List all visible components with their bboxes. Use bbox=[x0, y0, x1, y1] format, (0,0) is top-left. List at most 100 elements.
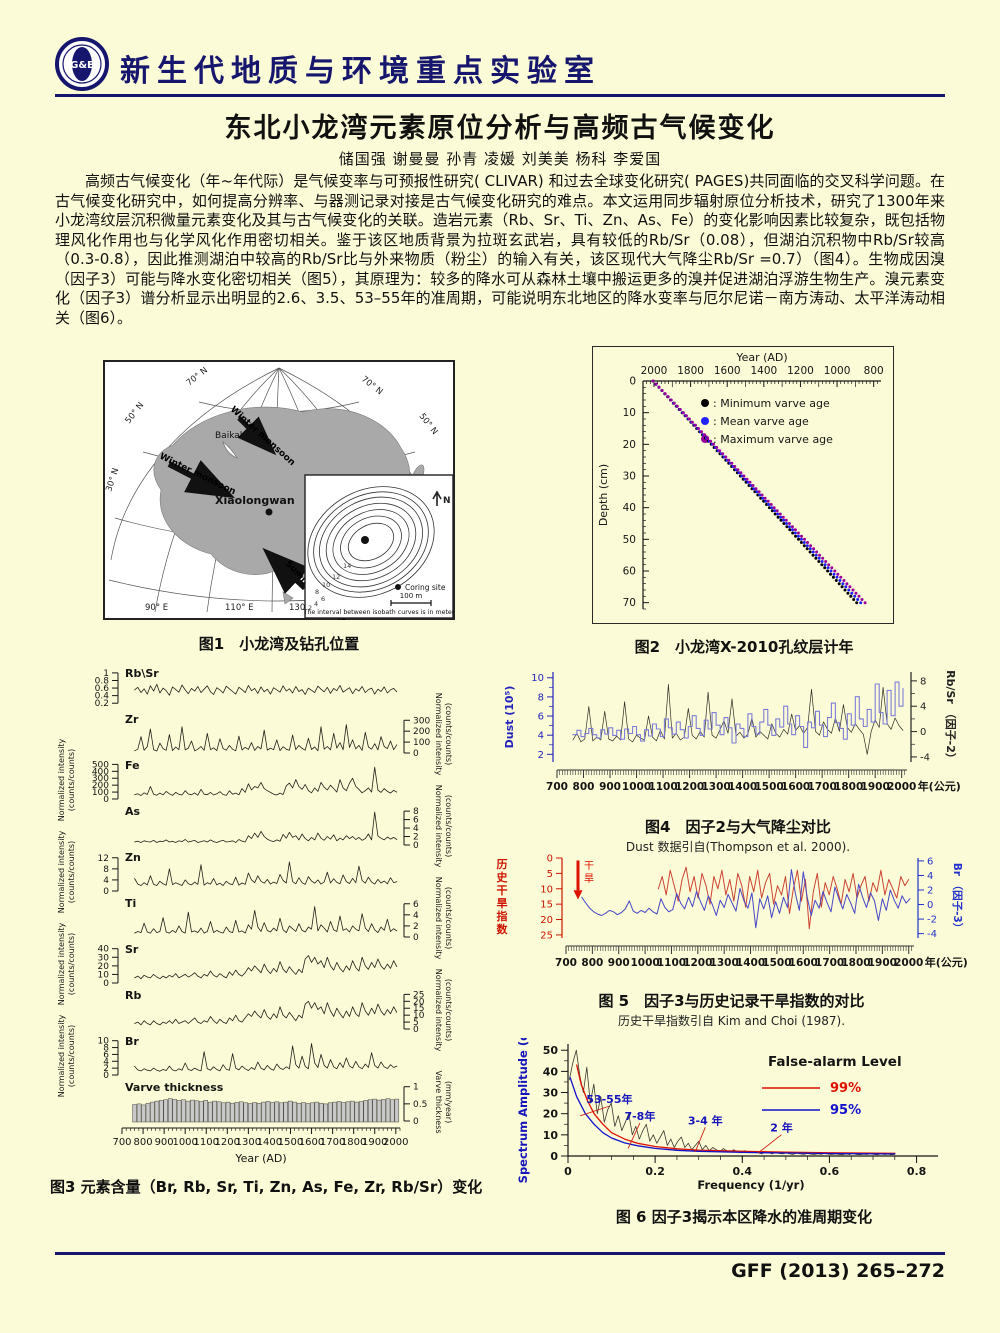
xiaolongwan-label: Xiaolongwan bbox=[215, 494, 295, 507]
fig5-caption: 图 5 因子3与历史记录干旱指数的对比 bbox=[598, 992, 865, 1010]
baikal-label: Baikal bbox=[215, 431, 242, 441]
bar bbox=[296, 1102, 302, 1123]
axis-label: 2 bbox=[927, 886, 933, 897]
figure-2-varve-age: 2000 1800 1600 1400 1200 1000 800 Year (AD) 0 10 2… bbox=[592, 346, 896, 657]
right-unit-label: Normalized intensity bbox=[434, 877, 443, 960]
data-point bbox=[788, 528, 792, 532]
data-point bbox=[782, 518, 786, 522]
tick bbox=[694, 1127, 706, 1152]
data-point bbox=[770, 509, 774, 513]
bar bbox=[287, 1100, 293, 1123]
axis-label: 4 bbox=[103, 876, 109, 886]
axis-label: 900 bbox=[599, 781, 621, 793]
axis-label: 10 bbox=[98, 970, 110, 980]
axis-label: 25 bbox=[413, 990, 424, 1000]
coring-legend-label: Coring site bbox=[405, 583, 446, 592]
poster-title: 东北小龙湾元素原位分析与高频古气候变化 bbox=[224, 113, 776, 144]
bar bbox=[230, 1102, 235, 1123]
bar bbox=[279, 1102, 284, 1123]
axis-label: 300 bbox=[92, 774, 109, 784]
axis-label: 800 bbox=[581, 957, 603, 969]
x-axis-title: Year (AD) bbox=[234, 1152, 286, 1165]
data-point bbox=[730, 461, 734, 465]
axis-label: 6 bbox=[413, 900, 419, 910]
data-point bbox=[843, 588, 847, 592]
bar bbox=[367, 1099, 373, 1123]
axis-label: 1100 bbox=[648, 781, 677, 793]
period-annotation: 2 年 bbox=[770, 1121, 792, 1135]
inset-frame bbox=[304, 474, 454, 619]
axis-label: 20 bbox=[98, 962, 110, 972]
axis-label: 1200 bbox=[215, 1137, 240, 1148]
data-point bbox=[776, 515, 780, 519]
axis-label: 6 bbox=[927, 856, 933, 867]
axis-label: 0 bbox=[413, 749, 419, 759]
bar bbox=[390, 1099, 395, 1123]
axis-label: 2000 bbox=[641, 365, 668, 377]
axis-label: 1800 bbox=[834, 781, 863, 793]
data-point bbox=[797, 537, 800, 541]
data-point bbox=[690, 420, 694, 424]
axis-label: 10 bbox=[623, 407, 636, 419]
data-point bbox=[829, 572, 832, 576]
data-point bbox=[815, 550, 819, 554]
legend-label: 95% bbox=[830, 1103, 861, 1118]
axis-label: 0 bbox=[920, 727, 926, 738]
data-point bbox=[829, 569, 833, 573]
axis-label: 1900 bbox=[861, 781, 890, 793]
bar bbox=[301, 1102, 306, 1123]
data-point bbox=[763, 496, 767, 500]
data-point bbox=[857, 594, 861, 598]
axis-label: 4 bbox=[927, 871, 933, 882]
false-alarm-95% bbox=[569, 1077, 896, 1155]
axis-label: 1700 bbox=[320, 1137, 345, 1148]
authors-line: 储国强 谢曼曼 孙青 凌媛 刘美美 杨科 李爱国 bbox=[338, 150, 662, 168]
axis-label: 40 bbox=[623, 502, 636, 514]
series-历史干旱指数 bbox=[657, 866, 910, 930]
series-Dust bbox=[572, 684, 904, 755]
axis-label: 60 bbox=[623, 566, 636, 578]
bar bbox=[359, 1101, 364, 1123]
axis-label: 5 bbox=[547, 869, 553, 880]
axis-label: 6 bbox=[413, 816, 419, 826]
scale-label: 100 m bbox=[400, 592, 423, 600]
left-axis-title: 旱 bbox=[497, 897, 508, 910]
data-point bbox=[751, 484, 755, 487]
axis-label: 0 bbox=[547, 854, 553, 865]
data-point bbox=[749, 484, 753, 487]
data-point bbox=[846, 591, 850, 595]
bar bbox=[163, 1099, 168, 1123]
bar bbox=[172, 1099, 177, 1123]
data-point bbox=[837, 582, 841, 586]
legend-label: : Mean varve age bbox=[713, 415, 809, 428]
panel-label: Sr bbox=[125, 943, 139, 956]
scale-bar bbox=[390, 600, 432, 606]
legend-label: 99% bbox=[830, 1081, 861, 1096]
bar bbox=[372, 1098, 377, 1123]
bar bbox=[305, 1103, 311, 1123]
data-point bbox=[799, 541, 803, 544]
data-point bbox=[831, 575, 835, 579]
axis-label: 0 bbox=[413, 1025, 419, 1035]
data-point bbox=[809, 544, 813, 548]
data-point bbox=[681, 411, 685, 415]
figure-3-element-series: 1 0.8 0.6 0.4 0.2 Rb\Sr 300 200 100 0 Zr 500 400 300 2… bbox=[50, 662, 482, 1197]
axis-label: 800 bbox=[573, 781, 595, 793]
series-Rb bbox=[134, 1000, 398, 1026]
left-unit-label: (counts/counts) bbox=[67, 841, 76, 903]
bar bbox=[270, 1102, 275, 1123]
series-Br bbox=[134, 1043, 398, 1072]
data-point bbox=[672, 401, 676, 405]
axis-label: 0.2 bbox=[645, 1165, 665, 1178]
data-point bbox=[803, 537, 806, 541]
figure-6-spectrum: 50 40 30 20 10 0 Spectrum Amplitude (dB) 0 0.2 0.… bbox=[512, 1019, 976, 1227]
axis-label: 2 bbox=[413, 922, 419, 932]
axis-label: 100 bbox=[92, 788, 109, 798]
bar bbox=[247, 1103, 253, 1123]
axis-label: 10 bbox=[413, 1011, 425, 1021]
bar bbox=[341, 1102, 346, 1123]
y-axis-title: Spectrum Amplitude (dB) bbox=[516, 1038, 530, 1183]
data-point bbox=[715, 446, 719, 449]
left-unit-label: (counts/counts) bbox=[67, 749, 76, 811]
data-point bbox=[796, 534, 800, 538]
